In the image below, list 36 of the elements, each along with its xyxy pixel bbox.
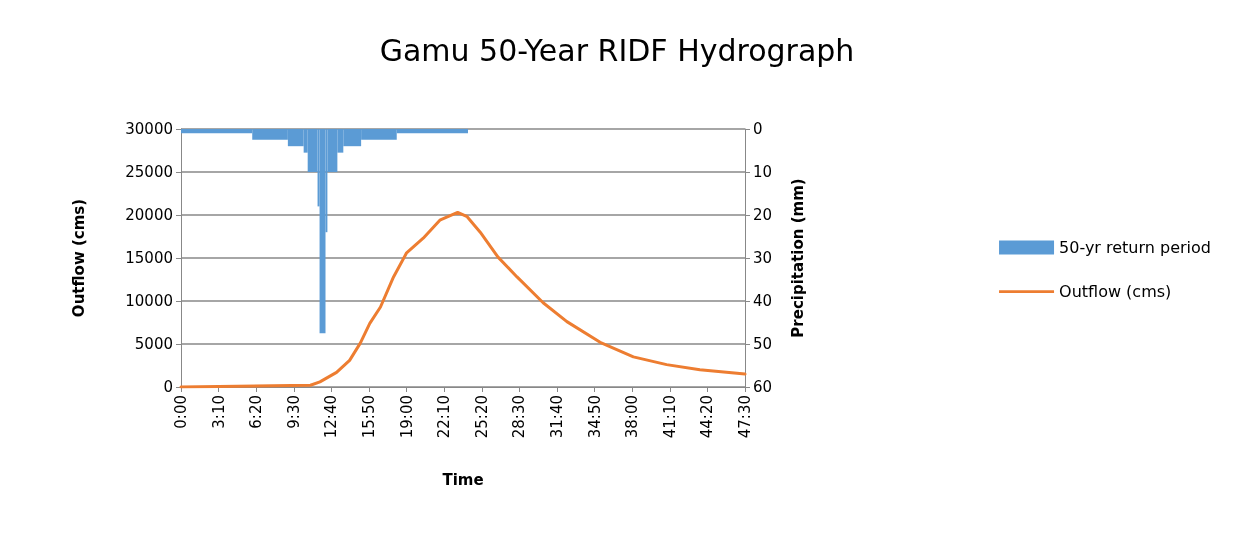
y2-tick-label: 40 bbox=[753, 292, 773, 310]
legend-label: Outflow (cms) bbox=[1059, 282, 1172, 301]
y2-tick-label: 60 bbox=[753, 378, 773, 396]
x-tick-label: 41:10 bbox=[660, 395, 679, 439]
y2-tick-label: 10 bbox=[753, 163, 773, 181]
y-axis-title: Outflow (cms) bbox=[69, 198, 88, 318]
y2-tick-label: 0 bbox=[753, 120, 763, 138]
x-axis-title: Time bbox=[442, 470, 484, 489]
chart-title: Gamu 50-Year RIDF Hydrograph bbox=[379, 32, 855, 68]
legend-label: 50-yr return period bbox=[1059, 238, 1212, 257]
y-tick-label: 0 bbox=[163, 378, 173, 396]
x-tick-label: 31:40 bbox=[548, 395, 566, 439]
x-tick-label: 34:50 bbox=[585, 395, 604, 439]
y-tick-label: 20000 bbox=[125, 206, 173, 224]
x-tick-label: 38:00 bbox=[623, 395, 642, 439]
x-tick-label: 15:50 bbox=[360, 395, 378, 439]
y2-tick-label: 30 bbox=[753, 249, 773, 267]
x-tick-label: 19:00 bbox=[397, 395, 416, 439]
x-tick-label: 6:20 bbox=[247, 395, 266, 429]
y-tick-label: 10000 bbox=[125, 292, 173, 310]
x-tick-label: 22:10 bbox=[435, 395, 454, 439]
y-tick-label: 30000 bbox=[125, 120, 173, 138]
x-tick-label: 0:00 bbox=[172, 395, 190, 429]
x-tick-label: 3:10 bbox=[209, 395, 228, 429]
x-tick-label: 28:30 bbox=[510, 395, 529, 439]
x-tick-label: 12:40 bbox=[322, 395, 341, 439]
x-tick-label: 47:30 bbox=[736, 395, 754, 439]
x-tick-label: 44:20 bbox=[698, 395, 717, 439]
y-tick-label: 15000 bbox=[125, 249, 173, 267]
x-tick-label: 9:30 bbox=[284, 395, 303, 429]
y-tick-label: 25000 bbox=[125, 163, 173, 181]
y2-tick-label: 50 bbox=[753, 335, 773, 353]
x-tick-label: 25:20 bbox=[472, 395, 491, 439]
y2-tick-label: 20 bbox=[753, 206, 773, 224]
y-tick-label: 5000 bbox=[134, 335, 173, 353]
y2-axis-title: Precipitation (mm) bbox=[788, 178, 807, 338]
